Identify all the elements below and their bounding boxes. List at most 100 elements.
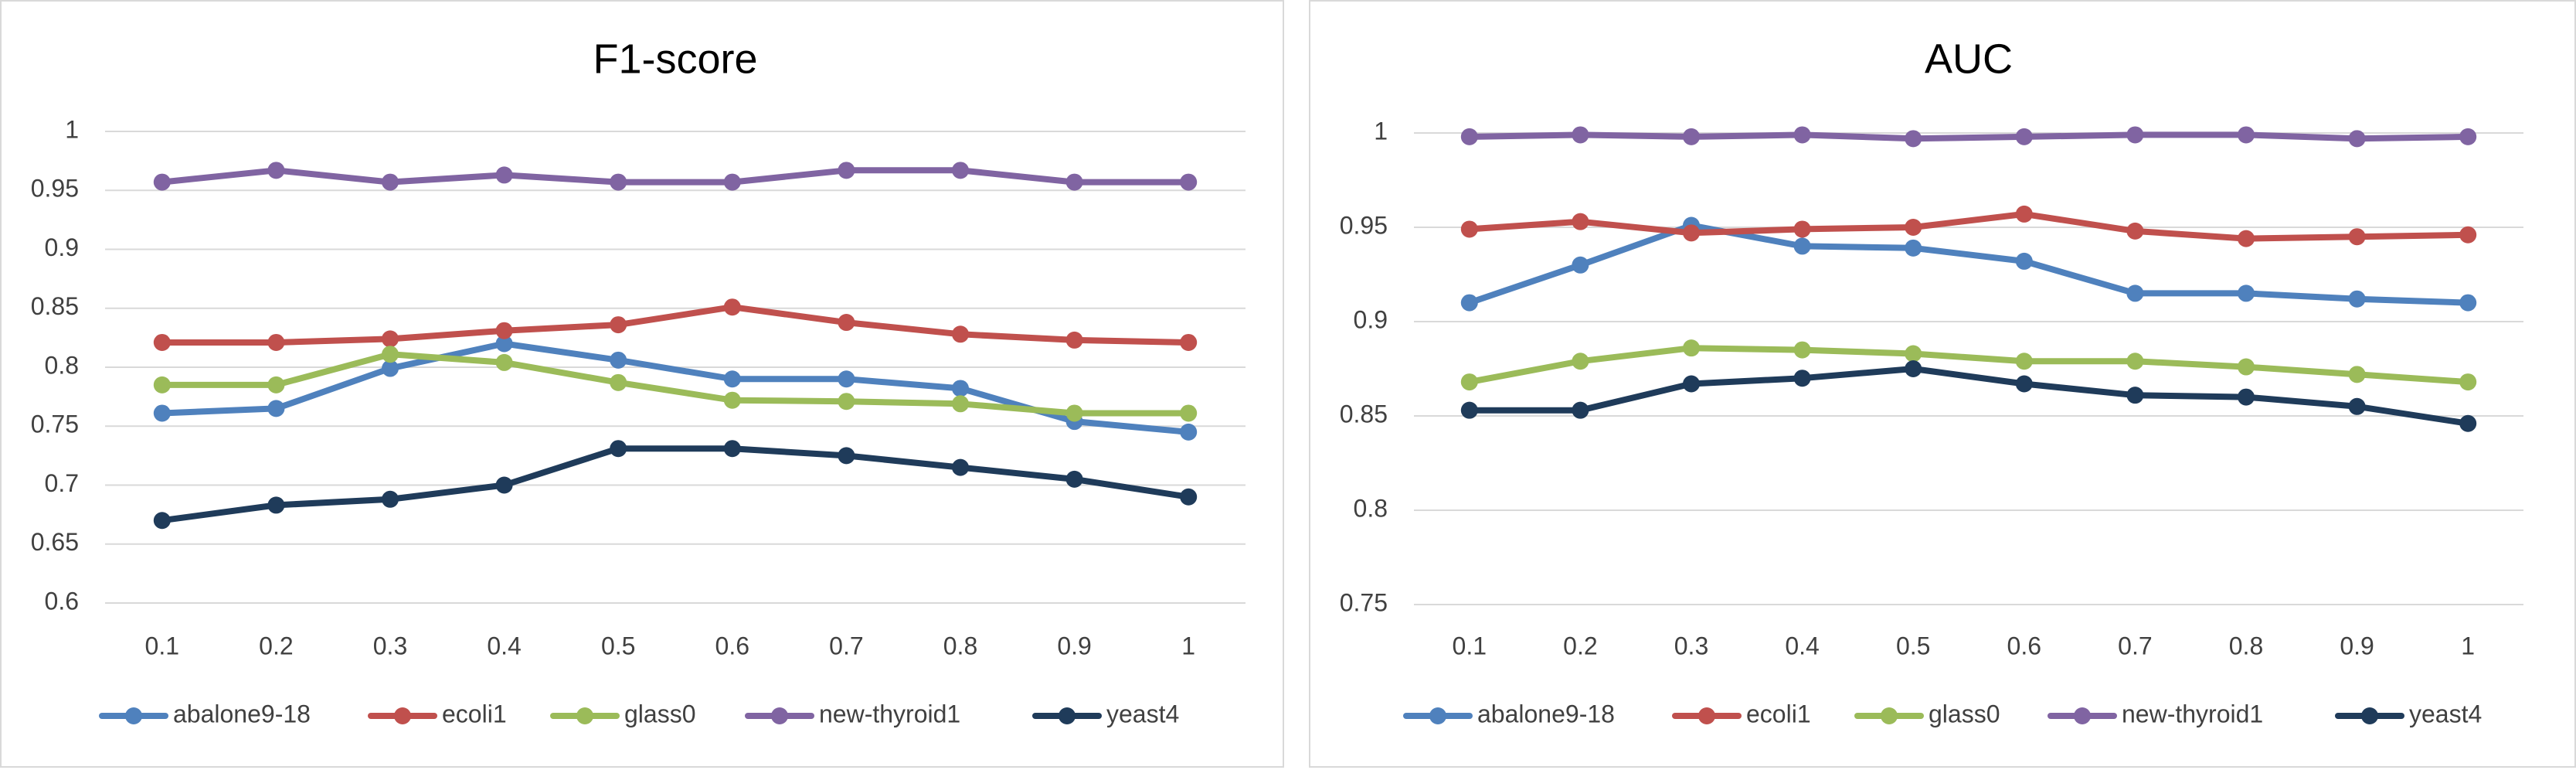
legend-label: ecoli1 bbox=[1746, 700, 1811, 727]
auc-point-ecoli1 bbox=[1793, 220, 1811, 238]
f1-score-legend-item-ecoli1: ecoli1 bbox=[368, 700, 507, 727]
legend-label: yeast4 bbox=[1106, 700, 1179, 727]
auc-point-glass0 bbox=[2015, 353, 2033, 370]
auc-point-ecoli1 bbox=[2126, 222, 2144, 240]
f1-score-point-glass0 bbox=[1180, 404, 1198, 422]
auc-x-tick-label: 1 bbox=[2461, 632, 2475, 659]
f1-score-legend-item-abalone9-18: abalone9-18 bbox=[99, 700, 311, 727]
f1-score-point-abalone9-18 bbox=[382, 359, 399, 377]
f1-score-point-glass0 bbox=[267, 376, 285, 394]
f1-score-point-ecoli1 bbox=[723, 298, 741, 316]
f1-score-point-abalone9-18 bbox=[723, 370, 741, 388]
auc-x-tick-label: 0.5 bbox=[1896, 632, 1930, 659]
f1-score-point-new-thyroid1 bbox=[723, 173, 741, 191]
f1-score-point-abalone9-18 bbox=[495, 335, 513, 353]
legend-marker-swatch bbox=[576, 707, 593, 724]
auc-y-tick-label: 1 bbox=[1374, 117, 1388, 145]
auc-point-yeast4 bbox=[1905, 360, 1922, 377]
f1-score-chart-title: F1-score bbox=[593, 36, 757, 82]
f1-score-point-new-thyroid1 bbox=[952, 162, 969, 179]
auc-point-abalone9-18 bbox=[2015, 252, 2033, 270]
f1-score-series-line-abalone9-18 bbox=[158, 340, 1192, 435]
auc-point-abalone9-18 bbox=[2238, 284, 2255, 302]
auc-point-glass0 bbox=[1793, 341, 1811, 359]
f1-score-y-tick-label: 0.95 bbox=[31, 175, 79, 203]
auc-point-new-thyroid1 bbox=[2126, 126, 2144, 144]
legend-marker-swatch bbox=[1881, 707, 1898, 724]
f1-score-point-ecoli1 bbox=[267, 333, 285, 351]
f1-score-point-abalone9-18 bbox=[153, 404, 171, 422]
f1-score-point-ecoli1 bbox=[382, 330, 399, 348]
auc-point-abalone9-18 bbox=[1460, 294, 1478, 312]
auc-point-glass0 bbox=[2459, 373, 2477, 391]
f1-score-x-tick-label: 0.3 bbox=[373, 632, 407, 659]
f1-score-point-glass0 bbox=[610, 373, 627, 391]
auc-point-yeast4 bbox=[1683, 375, 1700, 393]
auc-point-yeast4 bbox=[1460, 401, 1478, 419]
auc-point-glass0 bbox=[2238, 358, 2255, 376]
f1-score-point-yeast4 bbox=[495, 476, 513, 494]
auc-point-ecoli1 bbox=[2348, 228, 2366, 246]
f1-score-point-yeast4 bbox=[610, 440, 627, 458]
f1-score-point-ecoli1 bbox=[610, 316, 627, 334]
auc-x-tick-label: 0.2 bbox=[1563, 632, 1597, 659]
auc-point-new-thyroid1 bbox=[2348, 130, 2366, 148]
auc-x-tick-label: 0.4 bbox=[1785, 632, 1819, 659]
legend-label: ecoli1 bbox=[442, 700, 507, 727]
f1-score-point-new-thyroid1 bbox=[838, 162, 855, 179]
f1-score-x-tick-label: 0.8 bbox=[943, 632, 977, 659]
f1-score-x-tick-label: 1 bbox=[1181, 632, 1195, 659]
auc-legend-item-new-thyroid1: new-thyroid1 bbox=[2048, 700, 2263, 727]
legend-marker-swatch bbox=[125, 707, 142, 724]
f1-score-y-tick-label: 0.75 bbox=[31, 411, 79, 438]
f1-score-point-new-thyroid1 bbox=[610, 173, 627, 191]
auc-point-abalone9-18 bbox=[2459, 294, 2477, 312]
f1-score-x-tick-label: 0.7 bbox=[829, 632, 863, 659]
f1-score-y-tick-label: 0.65 bbox=[31, 528, 79, 556]
f1-score-point-new-thyroid1 bbox=[153, 173, 171, 191]
f1-score-series-line-ecoli1 bbox=[158, 304, 1192, 346]
auc-x-tick-label: 0.8 bbox=[2229, 632, 2263, 659]
f1-score-point-glass0 bbox=[153, 376, 171, 394]
f1-score-point-new-thyroid1 bbox=[1180, 173, 1198, 191]
auc-point-yeast4 bbox=[2015, 375, 2033, 393]
f1-score-point-yeast4 bbox=[838, 447, 855, 465]
f1-score-point-yeast4 bbox=[723, 440, 741, 458]
auc-point-yeast4 bbox=[2348, 397, 2366, 415]
f1-score-y-tick-label: 0.9 bbox=[45, 233, 79, 261]
f1-score-point-yeast4 bbox=[1065, 470, 1083, 488]
auc-point-glass0 bbox=[1460, 373, 1478, 391]
auc-series-line-new-thyroid1 bbox=[1466, 131, 2472, 142]
f1-score-point-new-thyroid1 bbox=[267, 162, 285, 179]
auc-legend-item-abalone9-18: abalone9-18 bbox=[1403, 700, 1615, 727]
auc-point-new-thyroid1 bbox=[1683, 128, 1700, 145]
legend-label: abalone9-18 bbox=[1477, 700, 1615, 727]
f1-score-x-tick-label: 0.1 bbox=[145, 632, 179, 659]
f1-score-point-ecoli1 bbox=[952, 325, 969, 343]
auc-point-yeast4 bbox=[1793, 370, 1811, 387]
auc-point-new-thyroid1 bbox=[2238, 126, 2255, 144]
auc-legend-item-yeast4: yeast4 bbox=[2335, 700, 2482, 727]
legend-label: yeast4 bbox=[2409, 700, 2482, 727]
auc-point-new-thyroid1 bbox=[2015, 128, 2033, 145]
auc-point-glass0 bbox=[2348, 366, 2366, 383]
auc-legend-item-glass0: glass0 bbox=[1854, 700, 2000, 727]
auc-point-new-thyroid1 bbox=[2459, 128, 2477, 145]
f1-score-point-glass0 bbox=[952, 395, 969, 413]
f1-score-line-chart: F1-score 0.6 0.65 0.7 0.75 0.8 0.85 0.9 0.95 1 0.1… bbox=[31, 36, 1246, 727]
auc-point-glass0 bbox=[2126, 353, 2144, 370]
legend-label: new-thyroid1 bbox=[2122, 700, 2263, 727]
legend-marker-swatch bbox=[1698, 707, 1715, 724]
auc-y-tick-label: 0.85 bbox=[1340, 400, 1388, 428]
legend-marker-swatch bbox=[771, 707, 788, 724]
auc-point-ecoli1 bbox=[2459, 226, 2477, 244]
f1-score-chart-panel: F1-score 0.6 0.65 0.7 0.75 0.8 0.85 0.9 0.95 1 0.1… bbox=[0, 0, 1284, 768]
auc-point-abalone9-18 bbox=[1793, 237, 1811, 255]
auc-point-new-thyroid1 bbox=[1905, 130, 1922, 148]
auc-line-chart: AUC 0.75 0.8 0.85 0.9 0.95 1 0.1 0.2 0.3 0.4 0.5 0.6… bbox=[1340, 36, 2523, 727]
f1-score-point-abalone9-18 bbox=[267, 400, 285, 417]
auc-series-line-glass0 bbox=[1466, 345, 2472, 386]
legend-label: glass0 bbox=[1929, 700, 2000, 727]
f1-score-point-abalone9-18 bbox=[610, 351, 627, 369]
